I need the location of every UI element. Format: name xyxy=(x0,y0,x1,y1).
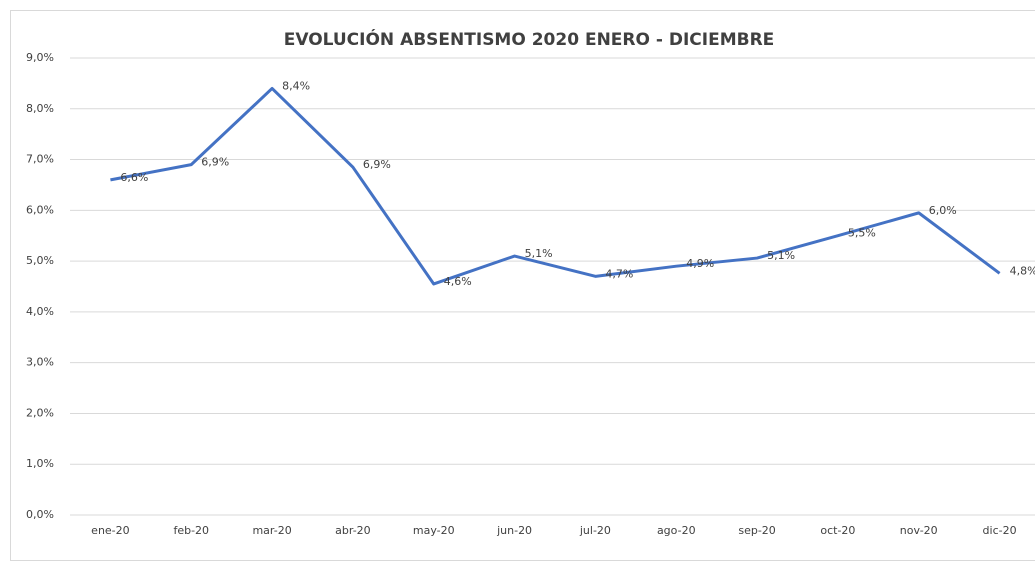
y-tick-label: 3,0% xyxy=(26,356,54,369)
x-tick-label: nov-20 xyxy=(900,524,938,537)
data-label: 6,9% xyxy=(363,158,391,171)
chart-border xyxy=(10,10,1035,561)
data-label: 6,6% xyxy=(120,171,148,184)
y-tick-label: 0,0% xyxy=(26,508,54,521)
data-label: 6,9% xyxy=(201,156,229,169)
data-label: 4,9% xyxy=(686,257,714,270)
y-tick-label: 6,0% xyxy=(26,203,54,216)
x-tick-label: jun-20 xyxy=(496,524,532,537)
data-label: 5,5% xyxy=(848,227,876,240)
y-tick-label: 5,0% xyxy=(26,254,54,267)
data-label: 6,0% xyxy=(929,204,957,217)
x-tick-label: ene-20 xyxy=(91,524,129,537)
x-tick-label: may-20 xyxy=(413,524,455,537)
x-tick-label: dic-20 xyxy=(983,524,1017,537)
y-tick-label: 9,0% xyxy=(26,51,54,64)
data-label: 8,4% xyxy=(282,79,310,92)
y-tick-label: 1,0% xyxy=(26,457,54,470)
x-tick-label: sep-20 xyxy=(738,524,775,537)
chart-title: EVOLUCIÓN ABSENTISMO 2020 ENERO - DICIEM… xyxy=(284,28,775,50)
x-tick-label: ago-20 xyxy=(657,524,696,537)
x-tick-label: abr-20 xyxy=(335,524,371,537)
y-tick-label: 4,0% xyxy=(26,305,54,318)
data-label: 4,6% xyxy=(444,275,472,288)
x-tick-label: oct-20 xyxy=(820,524,855,537)
x-tick-label: feb-20 xyxy=(173,524,209,537)
x-tick-label: mar-20 xyxy=(252,524,291,537)
data-label: 4,8% xyxy=(1010,264,1035,277)
line-series xyxy=(110,86,1001,286)
data-label: 4,7% xyxy=(605,267,633,280)
data-label: 5,1% xyxy=(525,247,553,260)
y-tick-label: 2,0% xyxy=(26,406,54,419)
data-label: 5,1% xyxy=(767,249,795,262)
x-tick-label: jul-20 xyxy=(579,524,611,537)
y-tick-label: 7,0% xyxy=(26,153,54,166)
y-tick-label: 8,0% xyxy=(26,102,54,115)
